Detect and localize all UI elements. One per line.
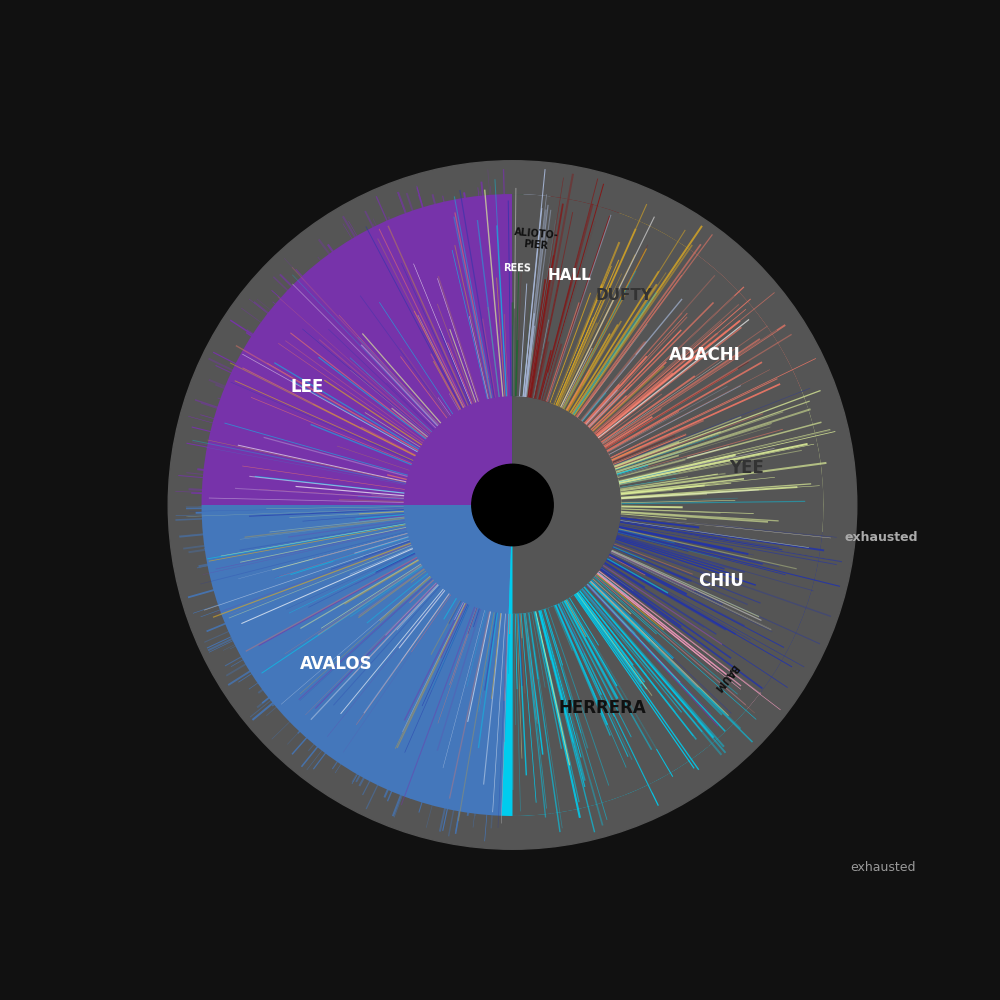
Text: ADACHI: ADACHI (669, 346, 741, 364)
Wedge shape (512, 505, 761, 709)
Wedge shape (512, 194, 823, 816)
Text: exhausted: exhausted (845, 531, 918, 544)
Wedge shape (512, 196, 619, 505)
Wedge shape (202, 505, 512, 816)
Text: CHIU: CHIU (698, 572, 744, 590)
Text: exhausted: exhausted (850, 861, 915, 874)
Wedge shape (509, 505, 595, 614)
Wedge shape (512, 194, 550, 505)
Text: BAUM: BAUM (711, 662, 739, 693)
Text: ALIOTO-
PIER: ALIOTO- PIER (513, 227, 559, 252)
Wedge shape (512, 396, 526, 505)
Circle shape (168, 161, 857, 849)
Wedge shape (512, 403, 575, 505)
Text: LEE: LEE (291, 378, 324, 396)
Text: YEE: YEE (729, 459, 764, 477)
Text: HERRERA: HERRERA (559, 699, 647, 717)
Text: REES: REES (503, 263, 531, 273)
Wedge shape (512, 397, 550, 505)
Wedge shape (404, 396, 512, 505)
Wedge shape (202, 194, 512, 505)
Wedge shape (512, 213, 691, 505)
Wedge shape (404, 505, 512, 614)
Text: DUFTY: DUFTY (595, 288, 652, 303)
Wedge shape (512, 396, 516, 505)
Wedge shape (512, 505, 621, 570)
Text: AVALOS: AVALOS (300, 655, 373, 673)
Text: HALL: HALL (548, 268, 592, 283)
Wedge shape (512, 505, 822, 692)
Wedge shape (512, 250, 801, 505)
Wedge shape (512, 416, 613, 505)
Wedge shape (512, 396, 621, 614)
Wedge shape (512, 389, 823, 532)
Wedge shape (512, 505, 599, 576)
Wedge shape (512, 464, 621, 514)
Circle shape (472, 464, 553, 546)
Wedge shape (512, 194, 523, 505)
Wedge shape (502, 505, 747, 816)
